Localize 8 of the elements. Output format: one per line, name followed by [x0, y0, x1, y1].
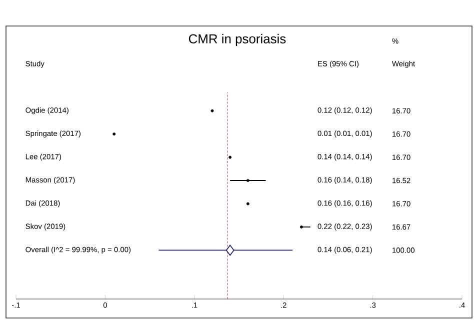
point	[226, 244, 234, 256]
point	[210, 109, 214, 112]
point	[112, 132, 116, 136]
point	[300, 225, 303, 228]
point	[246, 179, 250, 182]
point	[228, 156, 232, 159]
chart-title: CMR in psoriasis	[188, 34, 286, 46]
point	[246, 202, 250, 206]
